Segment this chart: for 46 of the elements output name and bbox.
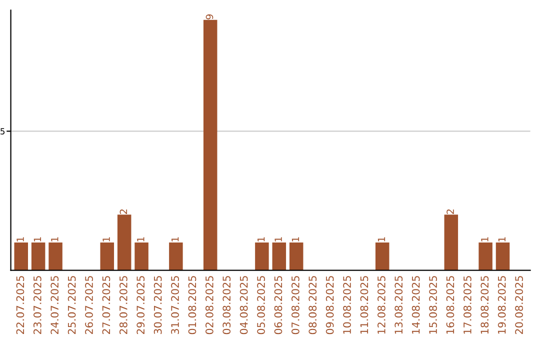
x-tick-label: 14.08.2025 <box>412 276 420 334</box>
x-tick-label: 04.08.2025 <box>240 276 248 334</box>
data-label: 1 <box>51 237 58 242</box>
x-tick-label: 16.08.2025 <box>446 276 454 334</box>
x-tick-label: 07.08.2025 <box>291 276 300 334</box>
x-tick-label: 19.08.2025 <box>498 276 506 334</box>
x-tick-label: 30.07.2025 <box>154 276 162 334</box>
data-label: 1 <box>137 237 144 242</box>
data-label: 1 <box>16 237 24 242</box>
x-tick-label: 01.08.2025 <box>188 276 196 334</box>
x-tick-label: 02.08.2025 <box>205 276 214 334</box>
x-tick-label: 29.07.2025 <box>136 276 145 334</box>
x-tick-label: 08.08.2025 <box>308 276 317 334</box>
x-tick-label: 27.07.2025 <box>102 276 110 334</box>
data-label: 2 <box>120 209 128 214</box>
x-tick-label: 18.08.2025 <box>480 276 489 334</box>
x-tick-label: 10.08.2025 <box>343 276 351 334</box>
data-label: 1 <box>102 237 110 242</box>
data-label: 9 <box>206 14 214 20</box>
x-tick-label: 03.08.2025 <box>222 276 231 334</box>
x-tick-label: 11.08.2025 <box>360 276 368 334</box>
x-tick-label: 05.08.2025 <box>257 276 265 334</box>
data-label: 1 <box>258 237 265 242</box>
x-tick-label: 20.08.2025 <box>515 276 523 334</box>
x-tick-label: 31.07.2025 <box>171 276 179 334</box>
x-tick-label: 13.08.2025 <box>394 276 403 334</box>
x-tick-label: 15.08.2025 <box>429 276 437 334</box>
data-label: 1 <box>481 237 488 242</box>
data-label: 1 <box>378 237 386 242</box>
data-label: 1 <box>274 237 282 242</box>
x-tick-label: 23.07.2025 <box>33 276 42 334</box>
data-label: 1 <box>292 237 300 242</box>
data-label: 1 <box>498 237 506 242</box>
x-tick-label: 22.07.2025 <box>16 276 24 334</box>
data-label: 1 <box>172 237 179 242</box>
x-tick-label: 26.07.2025 <box>85 276 93 334</box>
x-tick-label: 06.08.2025 <box>274 276 282 334</box>
y-tick-label: 5 <box>0 128 5 134</box>
x-tick-label: 12.08.2025 <box>377 276 386 334</box>
data-label: 2 <box>446 209 454 214</box>
x-tick-label: 24.07.2025 <box>50 276 59 334</box>
x-tick-label: 09.08.2025 <box>326 276 334 334</box>
x-tick-label: 28.07.2025 <box>119 276 128 334</box>
x-tick-label: 17.08.2025 <box>464 276 472 334</box>
data-label: 1 <box>34 237 42 242</box>
x-tick-label: 25.07.2025 <box>68 276 76 334</box>
